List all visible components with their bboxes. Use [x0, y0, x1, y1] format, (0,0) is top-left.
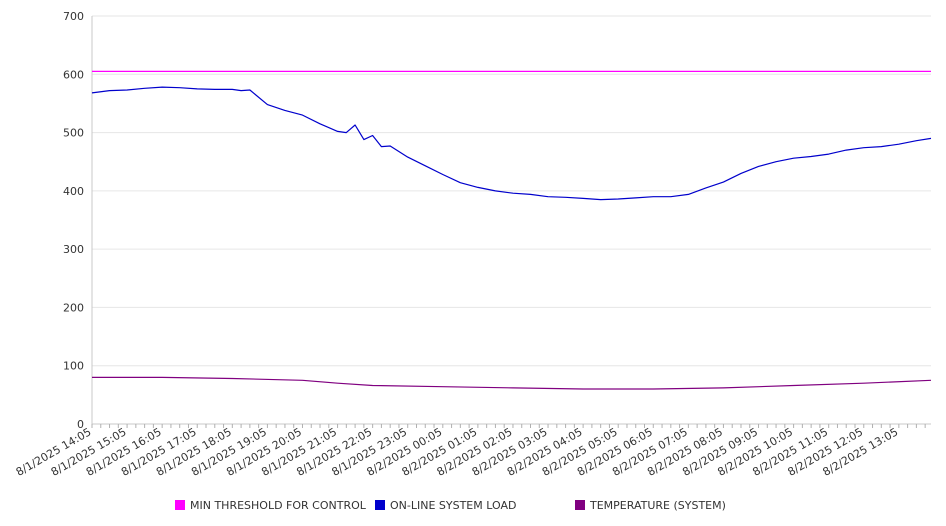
legend-label-system-load: ON-LINE SYSTEM LOAD [390, 499, 517, 512]
y-tick-label: 300 [63, 243, 84, 256]
y-tick-label: 600 [63, 68, 84, 81]
legend-item-threshold: MIN THRESHOLD FOR CONTROL [175, 499, 366, 512]
legend-item-temperature: TEMPERATURE (SYSTEM) [575, 499, 726, 512]
x-axis-ticks: 8/1/2025 14:058/1/2025 15:058/1/2025 16:… [14, 425, 901, 479]
y-tick-label: 200 [63, 301, 84, 314]
series-lines [91, 70, 932, 390]
series-line-1 [91, 86, 932, 201]
y-tick-label: 400 [63, 185, 84, 198]
y-axis-ticks: 0 100 200 300 400 500 600 700 [63, 10, 84, 431]
y-tick-label: 700 [63, 10, 84, 23]
y-tick-label: 500 [63, 127, 84, 140]
axes [91, 16, 931, 428]
legend: MIN THRESHOLD FOR CONTROL ON-LINE SYSTEM… [0, 499, 946, 515]
legend-label-threshold: MIN THRESHOLD FOR CONTROL [190, 499, 366, 512]
legend-swatch-temperature [575, 500, 585, 510]
gridlines [92, 15, 931, 367]
legend-item-system-load: ON-LINE SYSTEM LOAD [375, 499, 516, 512]
legend-swatch-threshold [175, 500, 185, 510]
legend-swatch-system-load [375, 500, 385, 510]
legend-label-temperature: TEMPERATURE (SYSTEM) [590, 499, 726, 512]
y-tick-label: 100 [63, 360, 84, 373]
series-line-2 [92, 376, 932, 390]
y-tick-label: 0 [77, 418, 84, 431]
